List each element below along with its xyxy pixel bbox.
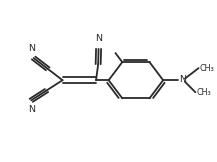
Text: CH₃: CH₃ — [199, 64, 214, 73]
Text: N: N — [28, 44, 35, 53]
Text: N: N — [179, 75, 186, 84]
Text: N: N — [28, 105, 35, 114]
Text: N: N — [95, 34, 102, 43]
Text: CH₃: CH₃ — [196, 88, 211, 97]
